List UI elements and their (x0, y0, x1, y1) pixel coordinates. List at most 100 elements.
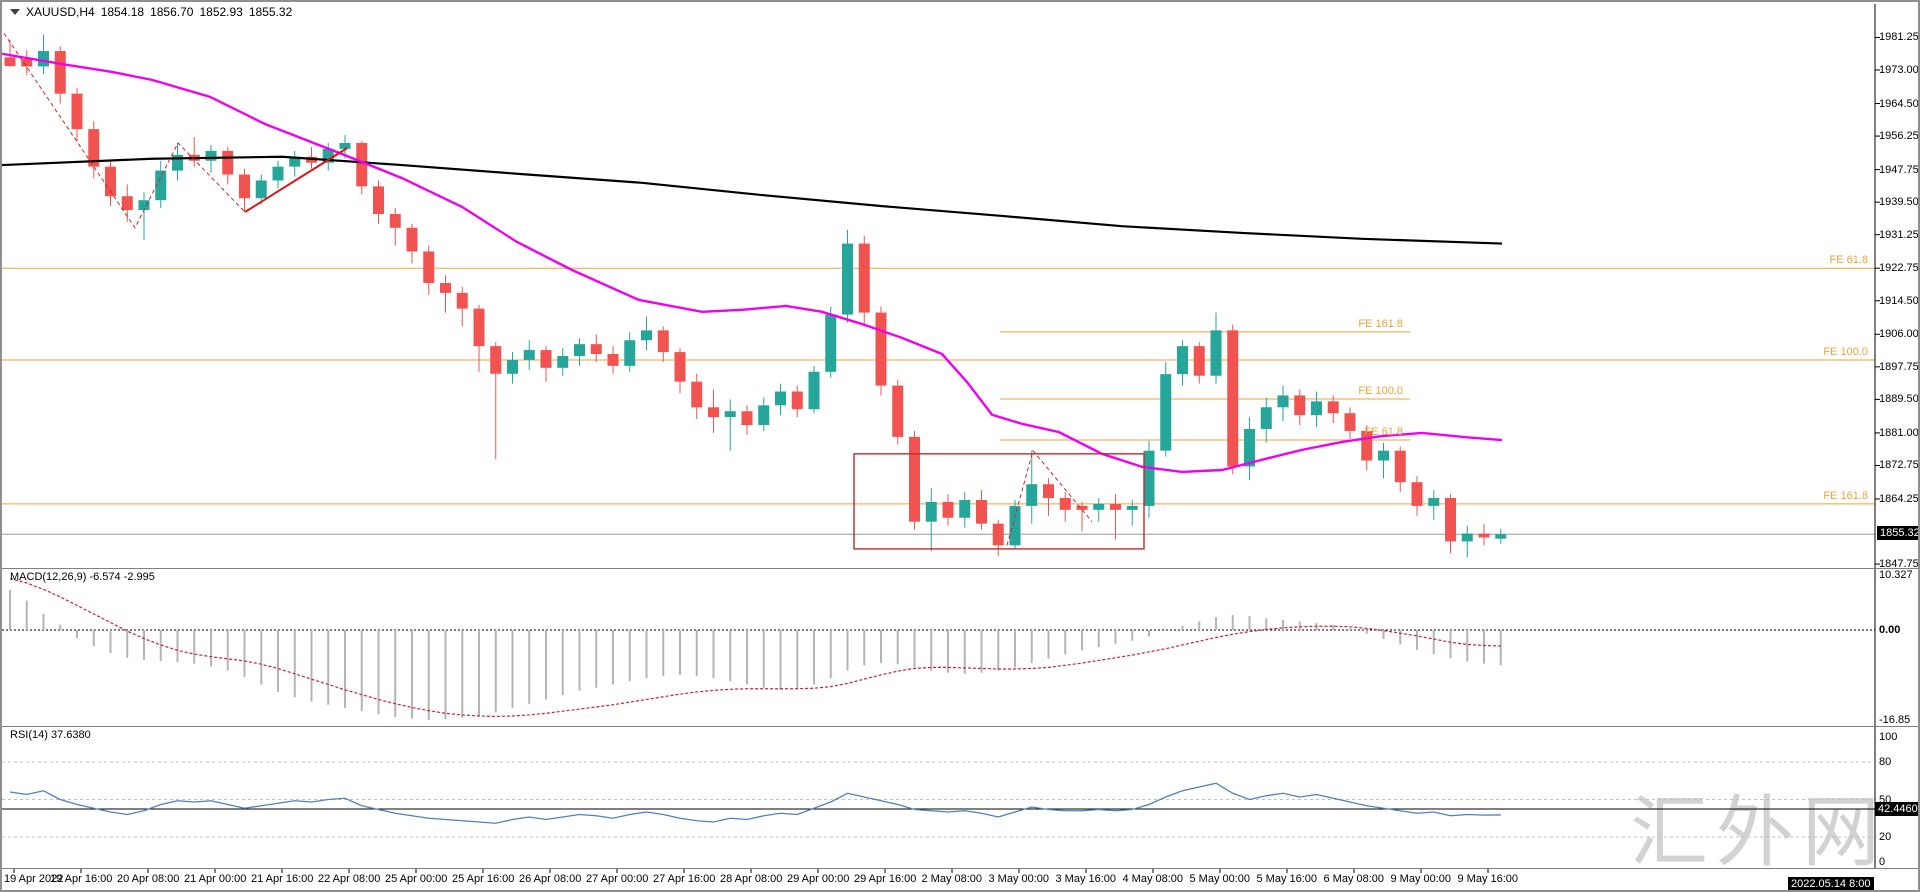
pane-separator-macd[interactable] (2, 568, 1918, 569)
fib-label-short: FE 161.8 (1358, 317, 1403, 330)
time-axis-label: 9 May 00:00 (1390, 873, 1452, 885)
candle-body (222, 150, 234, 175)
time-axis-label: 9 May 16:00 (1457, 873, 1519, 885)
rsi-line (9, 782, 1501, 824)
rsi-axis-label: 0 (1879, 856, 1886, 868)
time-axis-label: 27 Apr 16:00 (653, 873, 716, 885)
price-axis-tick-label: 1889.50 (1879, 393, 1919, 406)
candle-body (1461, 533, 1473, 542)
time-axis-label: 28 Apr 08:00 (720, 873, 783, 885)
candle-body (339, 142, 351, 149)
fib-label-short: FE 100.0 (1358, 384, 1403, 397)
time-axis-label: 25 Apr 00:00 (385, 873, 448, 885)
candle-body (557, 355, 569, 368)
time-axis-label: 19 Apr 16:00 (50, 873, 113, 885)
price-axis-tick-label: 1914.50 (1879, 294, 1919, 307)
candle-body (1009, 505, 1021, 546)
candle-body (138, 200, 150, 211)
candle-body (992, 523, 1004, 546)
candle-body (1260, 407, 1272, 429)
candle-body (708, 407, 719, 418)
candle-body (976, 499, 987, 524)
price-axis-tick-label: 1973.00 (1879, 64, 1919, 76)
quote-open: 1854.18 (100, 5, 145, 19)
price-axis-tick-label: 1906.00 (1879, 328, 1919, 341)
candle-body (54, 51, 66, 94)
candle-body (1495, 534, 1507, 539)
candle-body (1143, 450, 1155, 506)
time-axis-separator (2, 868, 1918, 869)
time-axis-label: 3 May 00:00 (988, 873, 1050, 885)
candle-body (1277, 395, 1289, 408)
fib-label-full: FE 61.8 (1829, 254, 1868, 267)
fib-label-full: FE 100.0 (1823, 345, 1868, 358)
candle-body (1110, 503, 1121, 510)
price-axis-tick-label: 1939.50 (1879, 196, 1919, 209)
candle-body (842, 243, 853, 315)
candle-body (1445, 498, 1456, 542)
pane-separator-rsi[interactable] (2, 726, 1918, 727)
time-axis-label: 19 Apr 2022 (4, 873, 64, 885)
candle-body (1478, 533, 1490, 538)
fib-label-full: FE 161.8 (1823, 489, 1868, 502)
candle-body (909, 436, 920, 522)
candle-body (1160, 374, 1172, 451)
candle-body (1394, 450, 1406, 483)
rsi-level-badge: 42.4460 (1875, 801, 1918, 816)
fib-label-short: FE 61.8 (1364, 426, 1403, 439)
candle-body (641, 330, 652, 341)
candle-body (607, 354, 619, 366)
price-axis-tick-label: 1881.00 (1879, 426, 1919, 439)
drawing-rectangle[interactable] (853, 453, 1145, 550)
price-axis-tick-label: 1956.25 (1879, 130, 1919, 143)
macd-signal-line (9, 578, 1501, 718)
candle-body (691, 381, 703, 408)
candle-body (590, 344, 602, 355)
candle-body (825, 314, 837, 372)
candle-body (255, 180, 267, 199)
rsi-indicator-label: RSI(14) 37.6380 (10, 729, 91, 741)
macd-axis-label: 10.327 (1879, 568, 1913, 581)
candle-body (875, 312, 887, 386)
candle-body (624, 340, 636, 366)
time-axis-label: 6 May 08:00 (1323, 873, 1385, 885)
candle-body (88, 129, 100, 167)
drawing-zigzag-right (1006, 449, 1093, 546)
time-axis-label: 29 Apr 16:00 (854, 873, 917, 885)
candle-body (657, 330, 669, 353)
macd-indicator-label: MACD(12,26,9) -6.574 -2.995 (10, 571, 155, 583)
ma-slow-line (2, 155, 1503, 245)
time-axis-label: 4 May 08:00 (1122, 873, 1184, 885)
symbol-header: XAUUSD,H4 1854.18 1856.70 1852.93 1855.3… (10, 5, 292, 19)
candle-body (1428, 498, 1440, 506)
quote-high: 1856.70 (150, 5, 194, 19)
time-axis-label: 2 May 08:00 (921, 873, 983, 885)
candle-body (322, 148, 334, 163)
candle-body (574, 344, 585, 356)
candle-body (1411, 482, 1423, 506)
macd-axis-label: 0.00 (1879, 624, 1901, 636)
candle-body (674, 352, 686, 382)
candle-body (1043, 484, 1054, 499)
chevron-down-icon[interactable] (10, 9, 20, 15)
candle-body (741, 411, 753, 426)
time-axis-label: 5 May 16:00 (1256, 873, 1318, 885)
candle-body (959, 499, 971, 518)
candle-body (121, 196, 133, 211)
symbol-timeframe: XAUUSD,H4 (26, 5, 95, 19)
time-axis-label: 3 May 16:00 (1055, 873, 1117, 885)
rsi-axis-label: 80 (1879, 756, 1892, 768)
candle-body (373, 186, 384, 214)
candle-body (1093, 503, 1105, 510)
price-axis-tick-label: 1931.25 (1879, 228, 1919, 241)
price-axis-tick-label: 1947.75 (1879, 163, 1919, 176)
time-axis-label: 25 Apr 16:00 (452, 873, 515, 885)
candle-body (507, 359, 518, 374)
candle-body (1311, 401, 1322, 416)
time-axis-label: 27 Apr 00:00 (586, 873, 649, 885)
candle-body (540, 350, 552, 368)
price-axis-tick-label: 1922.75 (1879, 262, 1919, 275)
candle-body (239, 174, 250, 199)
